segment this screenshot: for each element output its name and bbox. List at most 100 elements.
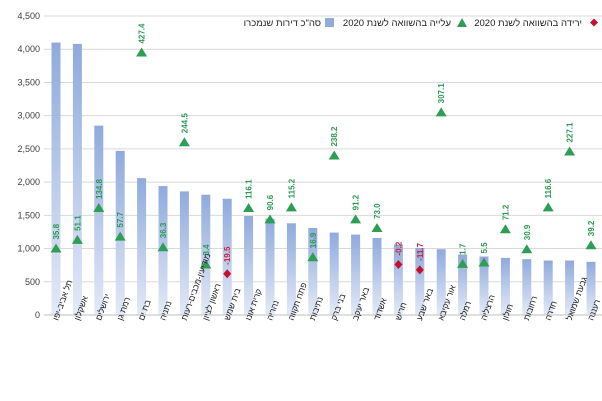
- increase-label: 73.0: [373, 203, 382, 219]
- increase-marker: [114, 231, 126, 241]
- bar: [586, 261, 596, 315]
- increase-label: 244.5: [180, 113, 189, 134]
- increase-label: 90.6: [266, 194, 275, 210]
- increase-label: 30.9: [523, 224, 532, 240]
- y-tick-label: 4,000: [17, 44, 40, 54]
- increase-marker: [328, 150, 340, 160]
- y-tick-label: 4,500: [17, 11, 40, 21]
- decrease-label: -0.2: [394, 241, 403, 255]
- increase-marker: [264, 214, 276, 224]
- increase-label: 36.3: [159, 222, 168, 238]
- bar: [351, 234, 361, 315]
- increase-marker: [564, 146, 576, 156]
- increase-marker: [585, 240, 597, 250]
- increase-label: 238.2: [330, 126, 339, 147]
- bar: [393, 244, 403, 315]
- decrease-marker: [394, 260, 403, 270]
- increase-label: 35.8: [52, 223, 61, 239]
- bars: [51, 42, 596, 315]
- increase-label: 57.7: [116, 211, 125, 227]
- increase-marker: [50, 243, 62, 253]
- increase-label: 3.4: [202, 244, 211, 256]
- gridlines: [44, 15, 602, 316]
- bar: [436, 249, 446, 315]
- y-tick-label: 3,000: [17, 111, 40, 121]
- y-tick-label: 2,000: [17, 177, 40, 187]
- increase-marker: [371, 222, 383, 232]
- y-tick-label: 3,500: [17, 77, 40, 87]
- bar: [522, 259, 532, 315]
- bar: [415, 247, 425, 315]
- increase-label: 307.1: [437, 83, 446, 104]
- bar: [565, 260, 575, 315]
- decrease-label: -19.5: [223, 246, 232, 265]
- increase-marker: [285, 202, 297, 212]
- bar: [500, 257, 510, 315]
- bar: [286, 223, 296, 315]
- decrease-marker: [415, 265, 424, 275]
- bar: [543, 260, 553, 315]
- increase-label: 227.1: [566, 122, 575, 143]
- increase-label: 91.2: [352, 194, 361, 210]
- decrease-label: -11.7: [416, 242, 425, 260]
- y-tick-label: 2,500: [17, 144, 40, 154]
- increase-label: 16.9: [309, 232, 318, 248]
- legend-entry: עלייה בהשוואה לשנת 2020: [343, 17, 452, 29]
- increase-marker: [350, 214, 362, 224]
- increase-label: 427.4: [138, 23, 147, 44]
- y-tick-label: 1,500: [17, 210, 40, 220]
- decrease-marker: [223, 269, 232, 279]
- y-tick-label: 0: [35, 310, 40, 320]
- bar: [372, 237, 382, 315]
- increase-label: 115.2: [287, 178, 296, 198]
- markers: [50, 47, 597, 279]
- increase-label: 1.7: [459, 243, 468, 255]
- y-axis: 0 500 1,000 1,500 2,000 2,500 3,000 3,500 4,000 4…: [17, 11, 40, 320]
- increase-label: 116.6: [544, 178, 553, 198]
- increase-marker: [157, 242, 169, 252]
- bar: [94, 125, 104, 315]
- bar: [329, 232, 339, 315]
- increase-marker: [542, 202, 554, 212]
- increase-marker: [521, 244, 533, 254]
- increase-marker: [243, 203, 255, 213]
- bar: [308, 227, 318, 315]
- bar: [51, 42, 61, 315]
- bar: [137, 178, 147, 315]
- increase-marker: [457, 258, 469, 268]
- legend-entry: ירידה בהשוואה לשנת 2020: [474, 17, 582, 29]
- bar: [265, 218, 275, 315]
- increase-label: 134.8: [95, 178, 104, 199]
- increase-label: 39.2: [587, 220, 596, 236]
- increase-marker: [93, 203, 105, 213]
- bar: [72, 43, 82, 315]
- data-labels: 35.8 51.1 134.8 57.7 427.4 36.3 244.5 3.4 116.1 9…: [52, 23, 596, 265]
- increase-marker: [71, 234, 83, 244]
- bar: [458, 254, 468, 315]
- increase-marker: [499, 224, 511, 234]
- increase-marker: [178, 137, 190, 147]
- y-tick-label: 500: [25, 277, 40, 287]
- increase-label: 116.1: [245, 179, 254, 199]
- bar: [222, 198, 232, 315]
- y-tick-label: 1,000: [17, 244, 40, 254]
- bar: [479, 256, 489, 315]
- increase-marker: [200, 259, 212, 269]
- increase-marker: [435, 107, 447, 117]
- legend-bar-swatch: [325, 18, 334, 27]
- increase-label: 71.2: [501, 204, 510, 220]
- legend: ירידה בהשוואה לשנת 2020 עלייה בהשוואה לשנ…: [244, 17, 598, 29]
- increase-marker: [136, 47, 148, 57]
- legend-decrease-swatch: [590, 18, 598, 27]
- bar: [179, 191, 189, 315]
- increase-marker: [478, 257, 490, 267]
- bar: [244, 215, 254, 315]
- legend-entry: סה"כ דירות שנמכרו: [244, 18, 321, 29]
- increase-label: 5.5: [480, 242, 489, 254]
- increase-marker: [307, 252, 319, 262]
- increase-label: 51.1: [73, 215, 82, 231]
- legend-increase-swatch: [457, 18, 467, 27]
- bar: [201, 194, 211, 315]
